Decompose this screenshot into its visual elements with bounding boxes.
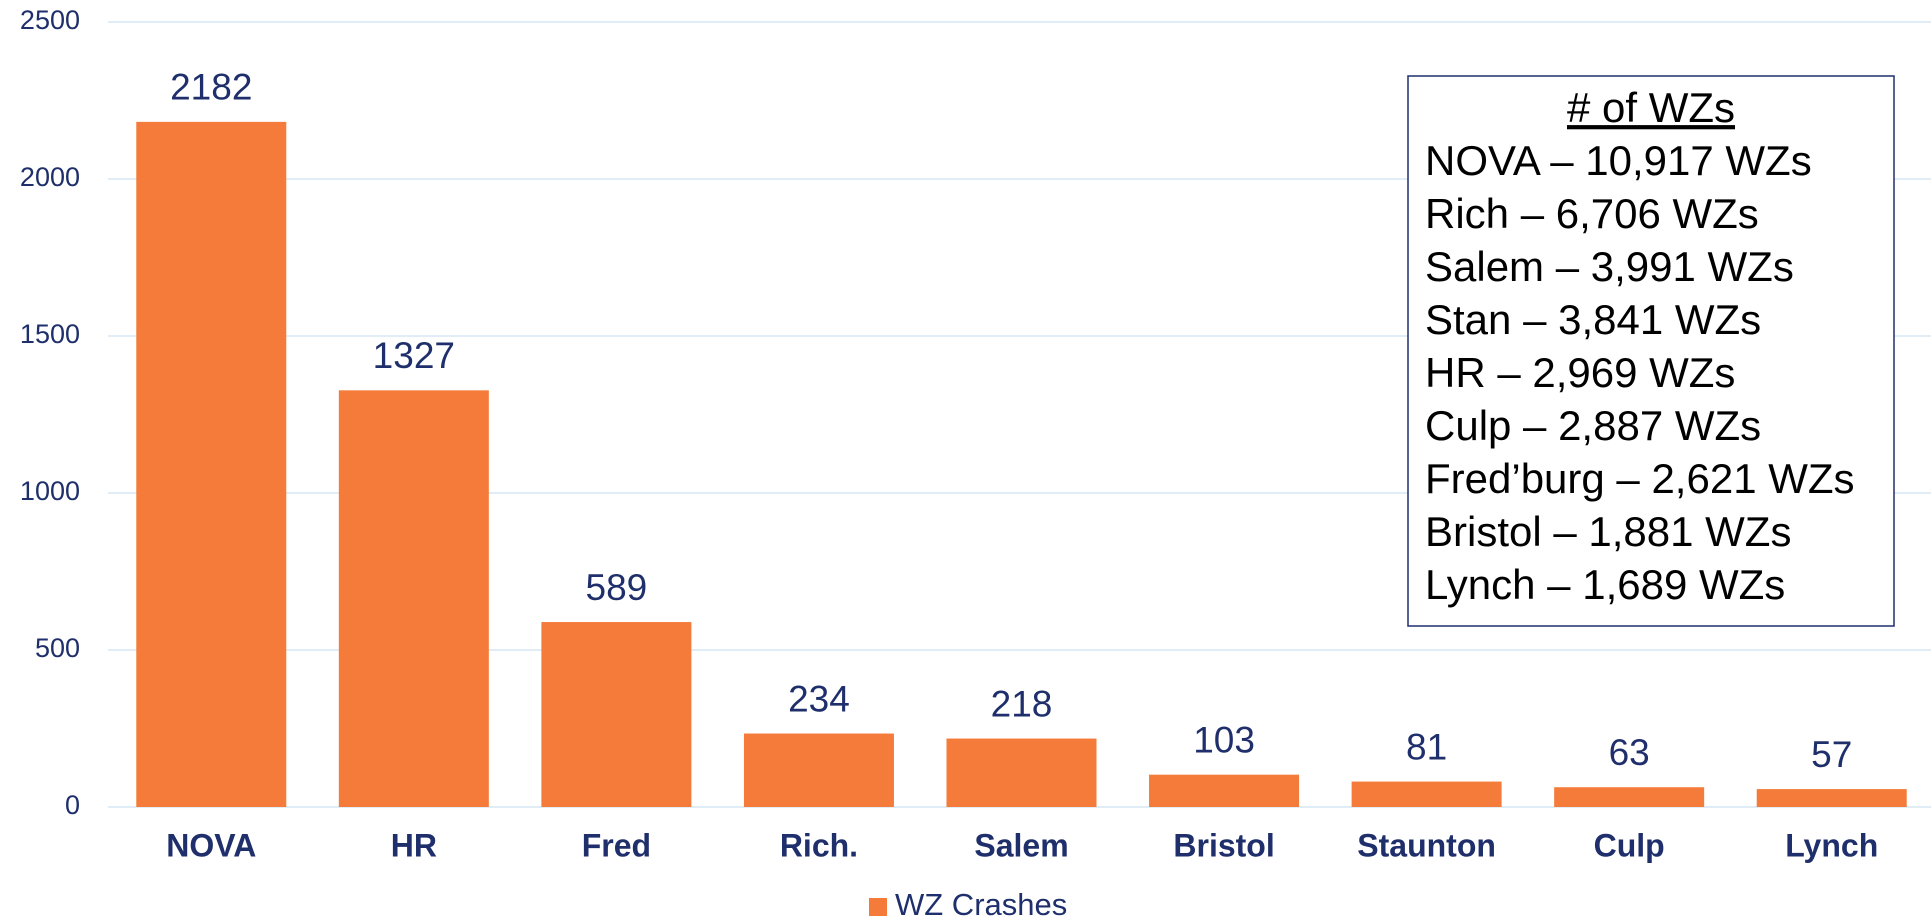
value-label: 2182 xyxy=(170,67,252,108)
x-tick-label: Lynch xyxy=(1785,827,1878,863)
annotation-box xyxy=(1407,75,1895,627)
value-label: 103 xyxy=(1193,719,1255,760)
bar xyxy=(1351,781,1502,807)
x-tick-label: HR xyxy=(391,827,437,863)
y-tick-label: 1000 xyxy=(20,476,80,506)
value-label: 81 xyxy=(1406,726,1447,767)
y-tick-label: 0 xyxy=(65,790,80,820)
x-tick-label: NOVA xyxy=(166,827,256,863)
value-label: 589 xyxy=(586,567,648,608)
legend-label: WZ Crashes xyxy=(895,887,1067,922)
annotation-line: Culp – 2,887 WZs xyxy=(1425,402,1761,449)
x-tick-label: Fred xyxy=(582,827,651,863)
bar xyxy=(338,390,489,807)
annotation-line: NOVA – 10,917 WZs xyxy=(1425,137,1812,184)
x-tick-label: Bristol xyxy=(1173,827,1274,863)
bar xyxy=(541,622,692,807)
annotation-line: Rich – 6,706 WZs xyxy=(1425,190,1759,237)
annotation-title: # of WZs xyxy=(1567,84,1735,131)
y-tick-label: 2000 xyxy=(20,162,80,192)
value-label: 57 xyxy=(1811,734,1852,775)
value-label: 234 xyxy=(788,678,850,719)
y-tick-label: 2500 xyxy=(20,5,80,35)
bar xyxy=(946,738,1097,807)
bar xyxy=(136,121,287,808)
annotation-line: Fred’burg – 2,621 WZs xyxy=(1425,455,1855,502)
value-label: 63 xyxy=(1609,732,1650,773)
x-tick-label: Salem xyxy=(974,827,1068,863)
x-tick-label: Staunton xyxy=(1357,827,1496,863)
annotation-line: HR – 2,969 WZs xyxy=(1425,349,1735,396)
value-label: 1327 xyxy=(373,335,455,376)
y-tick-label: 500 xyxy=(35,633,80,663)
bar xyxy=(1554,787,1705,807)
y-tick-label: 1500 xyxy=(20,319,80,349)
annotation-line: Bristol – 1,881 WZs xyxy=(1425,508,1791,555)
value-label: 218 xyxy=(991,683,1053,724)
annotation-line: Lynch – 1,689 WZs xyxy=(1425,561,1785,608)
x-tick-label: Rich. xyxy=(780,827,858,863)
bar xyxy=(1756,789,1907,807)
annotation-line: Salem – 3,991 WZs xyxy=(1425,243,1794,290)
legend-swatch xyxy=(869,898,887,916)
bar xyxy=(743,733,894,807)
annotation-line: Stan – 3,841 WZs xyxy=(1425,296,1761,343)
x-tick-label: Culp xyxy=(1594,827,1665,863)
bar xyxy=(1149,774,1300,807)
